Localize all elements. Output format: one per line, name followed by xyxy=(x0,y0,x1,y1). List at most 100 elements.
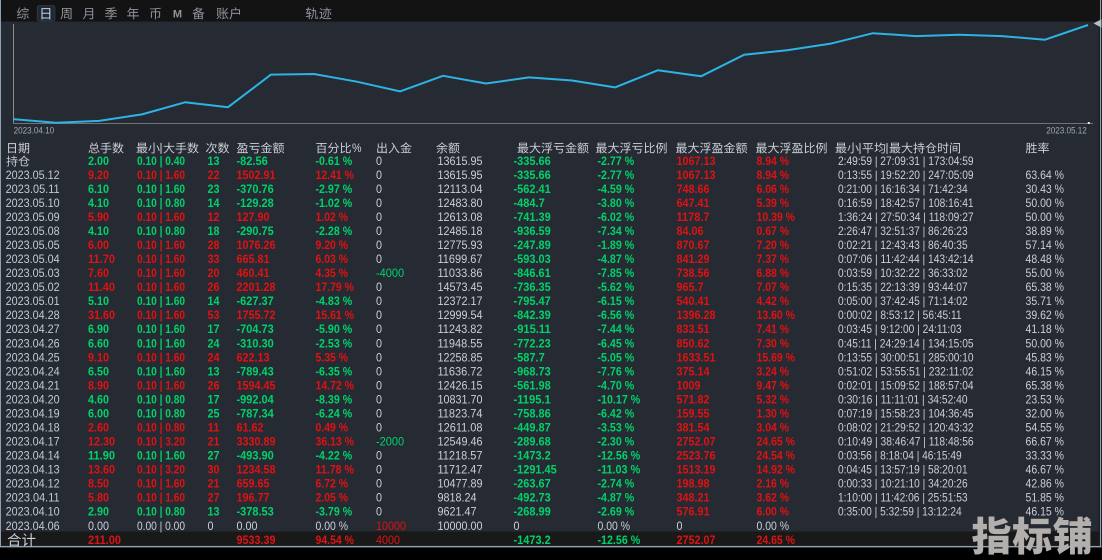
svg-text:2023.05.08: 2023.05.08 xyxy=(6,224,60,238)
svg-text:24.65 %: 24.65 % xyxy=(757,435,796,449)
svg-text:460.41: 460.41 xyxy=(237,266,270,280)
svg-text:1178.7: 1178.7 xyxy=(677,210,710,224)
svg-text:-1473.2: -1473.2 xyxy=(514,533,551,547)
svg-text:0.49 %: 0.49 % xyxy=(316,420,349,434)
svg-text:2023.05.10: 2023.05.10 xyxy=(6,196,60,210)
svg-text:4.10: 4.10 xyxy=(88,224,109,238)
svg-text:-310.30: -310.30 xyxy=(237,336,274,350)
svg-text:33.33 %: 33.33 % xyxy=(1026,449,1065,463)
svg-text:0.10 | 1.60: 0.10 | 1.60 xyxy=(137,168,185,182)
svg-text:6.10: 6.10 xyxy=(88,182,109,196)
svg-text:-2.77 %: -2.77 % xyxy=(598,168,635,182)
svg-text:-593.03: -593.03 xyxy=(514,252,551,266)
svg-text:-12.56 %: -12.56 % xyxy=(598,449,641,463)
svg-text:11033.86: 11033.86 xyxy=(438,266,483,280)
svg-text:0.10 | 1.60: 0.10 | 1.60 xyxy=(137,477,185,491)
svg-text:0:08:02 | 21:29:52 | 120:43:32: 0:08:02 | 21:29:52 | 120:43:32 xyxy=(838,420,974,434)
svg-text:-4.87 %: -4.87 % xyxy=(598,491,635,505)
svg-text:45.83 %: 45.83 % xyxy=(1026,350,1065,364)
svg-text:2.05 %: 2.05 % xyxy=(316,491,349,505)
svg-text:0.10 | 0.80: 0.10 | 0.80 xyxy=(137,196,185,210)
svg-text:26: 26 xyxy=(208,378,220,392)
svg-text:12.41 %: 12.41 % xyxy=(316,168,355,182)
svg-text:2023.04.12: 2023.04.12 xyxy=(6,477,60,491)
svg-text:65.38 %: 65.38 % xyxy=(1026,378,1065,392)
svg-text:-263.67: -263.67 xyxy=(514,477,551,491)
svg-text:-10.17 %: -10.17 % xyxy=(598,392,641,406)
svg-text:2023.04.10: 2023.04.10 xyxy=(6,505,60,519)
svg-text:12: 12 xyxy=(208,210,220,224)
svg-text:576.91: 576.91 xyxy=(677,505,710,519)
svg-text:0: 0 xyxy=(376,238,382,252)
svg-text:965.7: 965.7 xyxy=(677,280,704,294)
svg-text:0:35:00 | 5:32:59 | 13:12:24: 0:35:00 | 5:32:59 | 13:12:24 xyxy=(838,505,962,519)
svg-text:0.10 | 1.60: 0.10 | 1.60 xyxy=(137,182,185,196)
svg-text:2023.05.05: 2023.05.05 xyxy=(6,238,60,252)
svg-text:65.38 %: 65.38 % xyxy=(1026,280,1065,294)
svg-text:6.60: 6.60 xyxy=(88,336,109,350)
svg-text:0: 0 xyxy=(376,210,382,224)
svg-text:0: 0 xyxy=(376,364,382,378)
svg-text:2752.07: 2752.07 xyxy=(677,435,716,449)
svg-text:0.10 | 1.60: 0.10 | 1.60 xyxy=(137,336,185,350)
svg-text:33: 33 xyxy=(208,252,220,266)
svg-text:0: 0 xyxy=(376,463,382,477)
svg-text:6.50: 6.50 xyxy=(88,364,109,378)
svg-text:14: 14 xyxy=(208,294,220,308)
svg-text:10000.00: 10000.00 xyxy=(438,519,483,533)
svg-text:94.54 %: 94.54 % xyxy=(316,533,355,547)
svg-text:13: 13 xyxy=(208,505,220,519)
svg-text:0.10 | 1.60: 0.10 | 1.60 xyxy=(137,308,185,322)
svg-text:-2.97 %: -2.97 % xyxy=(316,182,353,196)
svg-text:-3.80 %: -3.80 % xyxy=(598,196,635,210)
svg-text:0:13:55 | 19:52:20 | 247:05:09: 0:13:55 | 19:52:20 | 247:05:09 xyxy=(838,168,974,182)
svg-text:6.03 %: 6.03 % xyxy=(316,252,349,266)
svg-text:2.60: 2.60 xyxy=(88,420,109,434)
svg-text:0.00 | 0.00: 0.00 | 0.00 xyxy=(137,519,185,533)
svg-text:12485.18: 12485.18 xyxy=(438,224,483,238)
svg-text:-7.44 %: -7.44 % xyxy=(598,322,635,336)
svg-text:-289.68: -289.68 xyxy=(514,435,551,449)
svg-text:0.10 | 0.80: 0.10 | 0.80 xyxy=(137,406,185,420)
svg-text:2:49:59 | 27:09:31 | 173:04:59: 2:49:59 | 27:09:31 | 173:04:59 xyxy=(838,154,974,168)
svg-text:0.10 | 0.80: 0.10 | 0.80 xyxy=(137,420,185,434)
svg-text:-5.90 %: -5.90 % xyxy=(316,322,353,336)
svg-text:2023.04.25: 2023.04.25 xyxy=(6,350,60,364)
svg-text:1:36:24 | 27:50:34 | 118:09:27: 1:36:24 | 27:50:34 | 118:09:27 xyxy=(838,210,974,224)
svg-text:0:03:45 | 9:12:00 | 24:11:03: 0:03:45 | 9:12:00 | 24:11:03 xyxy=(838,322,962,336)
svg-text:0: 0 xyxy=(376,350,382,364)
svg-text:11218.57: 11218.57 xyxy=(438,449,483,463)
svg-text:2023.04.24: 2023.04.24 xyxy=(6,364,60,378)
svg-text:2023.04.26: 2023.04.26 xyxy=(6,336,60,350)
svg-text:26: 26 xyxy=(208,280,220,294)
svg-text:-704.73: -704.73 xyxy=(237,322,274,336)
svg-text:0: 0 xyxy=(376,252,382,266)
svg-text:9.47 %: 9.47 % xyxy=(757,378,790,392)
svg-text:0:03:56 | 8:18:04 | 46:15:49: 0:03:56 | 8:18:04 | 46:15:49 xyxy=(838,449,962,463)
svg-text:11: 11 xyxy=(208,420,220,434)
svg-text:24: 24 xyxy=(208,350,220,364)
svg-text:0.00 %: 0.00 % xyxy=(757,519,790,533)
svg-text:-992.04: -992.04 xyxy=(237,392,274,406)
svg-text:21: 21 xyxy=(208,477,220,491)
svg-text:0: 0 xyxy=(376,378,382,392)
svg-text:2023.05.02: 2023.05.02 xyxy=(6,280,60,294)
svg-text:-2.77 %: -2.77 % xyxy=(598,154,635,168)
svg-text:0.10 | 1.60: 0.10 | 1.60 xyxy=(137,294,185,308)
svg-text:-627.37: -627.37 xyxy=(237,294,274,308)
svg-text:0: 0 xyxy=(376,392,382,406)
svg-text:0: 0 xyxy=(376,224,382,238)
svg-text:11.78 %: 11.78 % xyxy=(316,463,355,477)
svg-text:14573.45: 14573.45 xyxy=(438,280,483,294)
svg-text:-6.24 %: -6.24 % xyxy=(316,406,353,420)
svg-text:9621.47: 9621.47 xyxy=(438,505,477,519)
svg-text:6.90: 6.90 xyxy=(88,322,109,336)
svg-text:841.29: 841.29 xyxy=(677,252,710,266)
svg-text:-492.73: -492.73 xyxy=(514,491,551,505)
svg-text:0.10 | 1.60: 0.10 | 1.60 xyxy=(137,350,185,364)
svg-text:28: 28 xyxy=(208,238,220,252)
svg-text:4.10: 4.10 xyxy=(88,196,109,210)
svg-text:0:02:01 | 15:09:52 | 188:57:04: 0:02:01 | 15:09:52 | 188:57:04 xyxy=(838,378,974,392)
svg-text:-290.75: -290.75 xyxy=(237,224,274,238)
svg-text:-5.05 %: -5.05 % xyxy=(598,350,635,364)
